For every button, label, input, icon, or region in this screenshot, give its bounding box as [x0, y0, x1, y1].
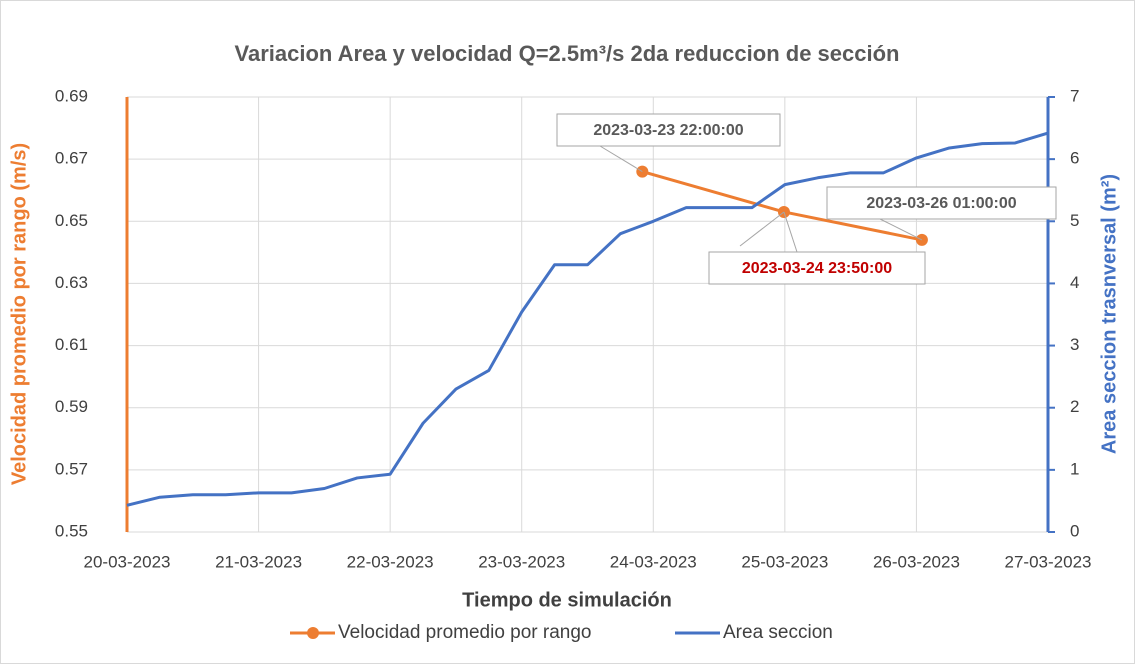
callout-leader [739, 211, 785, 247]
callout-label: 2023-03-23 22:00:00 [593, 122, 743, 139]
callout-label: 2023-03-24 23:50:00 [742, 260, 892, 277]
x-tick-label: 22-03-2023 [347, 552, 434, 571]
legend-label: Area seccion [723, 622, 833, 643]
x-axis-title: Tiempo de simulación [462, 589, 672, 611]
callout-box [826, 186, 1057, 220]
y-tick-label: 0.59 [55, 397, 88, 416]
callout-box [556, 113, 781, 147]
y2-tick-label: 6 [1070, 149, 1079, 168]
legend-marker [307, 627, 319, 639]
callout-leader [879, 218, 923, 241]
y-tick-label: 0.69 [55, 86, 88, 105]
x-tick-label: 25-03-2023 [741, 552, 828, 571]
series-line [126, 131, 1049, 507]
x-tick-label: 23-03-2023 [478, 552, 565, 571]
callout-leader [783, 211, 798, 253]
y-tick-label: 0.55 [55, 521, 88, 540]
y2-tick-label: 7 [1070, 86, 1079, 105]
y2-tick-label: 3 [1070, 335, 1079, 354]
x-tick-label: 21-03-2023 [215, 552, 302, 571]
y-tick-label: 0.65 [55, 211, 88, 230]
y2-axis-title: Area seccion trasnversal (m²) [1098, 174, 1120, 454]
x-tick-label: 27-03-2023 [1005, 552, 1092, 571]
callout-label: 2023-03-26 01:00:00 [866, 195, 1016, 212]
callout-leader [599, 145, 643, 172]
y-tick-label: 0.67 [55, 149, 88, 168]
y2-tick-label: 0 [1070, 521, 1079, 540]
y2-tick-label: 5 [1070, 211, 1079, 230]
x-tick-label: 26-03-2023 [873, 552, 960, 571]
y2-tick-label: 4 [1070, 273, 1079, 292]
chart-title: Variacion Area y velocidad Q=2.5m³/s 2da… [235, 41, 900, 66]
y2-tick-label: 1 [1070, 459, 1079, 478]
legend-label: Velocidad promedio por rango [338, 622, 592, 643]
y2-tick-label: 2 [1070, 397, 1079, 416]
y-tick-label: 0.63 [55, 273, 88, 292]
y-tick-label: 0.61 [55, 335, 88, 354]
callout-box [708, 251, 926, 285]
x-tick-label: 20-03-2023 [84, 552, 171, 571]
y-tick-label: 0.57 [55, 459, 88, 478]
y-axis-title: Velocidad promedio por rango (m/s) [8, 143, 30, 485]
x-tick-label: 24-03-2023 [610, 552, 697, 571]
